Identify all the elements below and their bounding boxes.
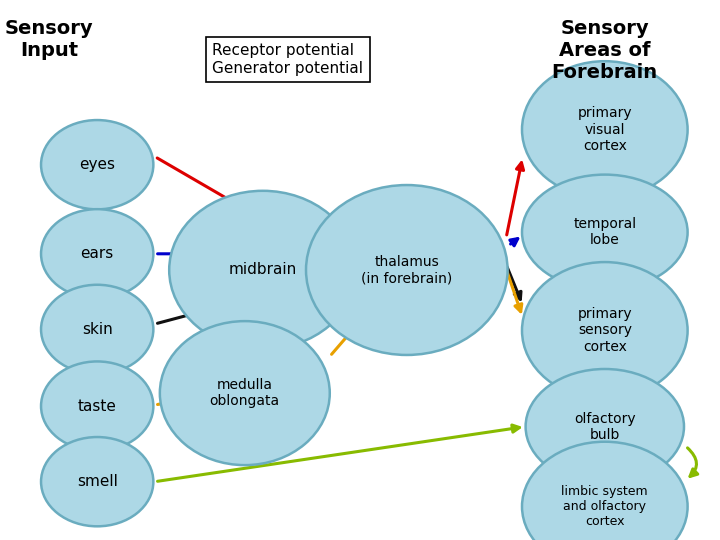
Ellipse shape <box>160 321 330 465</box>
Ellipse shape <box>522 174 688 290</box>
Ellipse shape <box>41 209 153 299</box>
Text: thalamus
(in forebrain): thalamus (in forebrain) <box>361 255 452 285</box>
Ellipse shape <box>522 262 688 399</box>
Ellipse shape <box>41 285 153 374</box>
Ellipse shape <box>41 437 153 526</box>
Text: skin: skin <box>82 322 112 337</box>
Text: Sensory
Areas of
Forebrain: Sensory Areas of Forebrain <box>552 19 658 82</box>
Text: taste: taste <box>78 399 117 414</box>
Text: limbic system
and olfactory
cortex: limbic system and olfactory cortex <box>562 485 648 528</box>
Ellipse shape <box>526 369 684 484</box>
Text: primary
visual
cortex: primary visual cortex <box>577 106 632 153</box>
Text: primary
sensory
cortex: primary sensory cortex <box>577 307 632 354</box>
Text: Receptor potential
Generator potential: Receptor potential Generator potential <box>212 43 364 76</box>
Text: midbrain: midbrain <box>229 262 297 278</box>
Text: eyes: eyes <box>79 157 115 172</box>
Ellipse shape <box>522 61 688 198</box>
Text: medulla
oblongata: medulla oblongata <box>210 378 280 408</box>
Ellipse shape <box>169 191 356 349</box>
Text: temporal
lobe: temporal lobe <box>573 217 636 247</box>
Text: ears: ears <box>81 246 114 261</box>
Text: olfactory
bulb: olfactory bulb <box>574 411 636 442</box>
Text: smell: smell <box>77 474 117 489</box>
Text: Sensory
Input: Sensory Input <box>4 19 94 60</box>
Ellipse shape <box>41 120 153 210</box>
Ellipse shape <box>306 185 508 355</box>
Ellipse shape <box>522 442 688 540</box>
Ellipse shape <box>41 361 153 451</box>
